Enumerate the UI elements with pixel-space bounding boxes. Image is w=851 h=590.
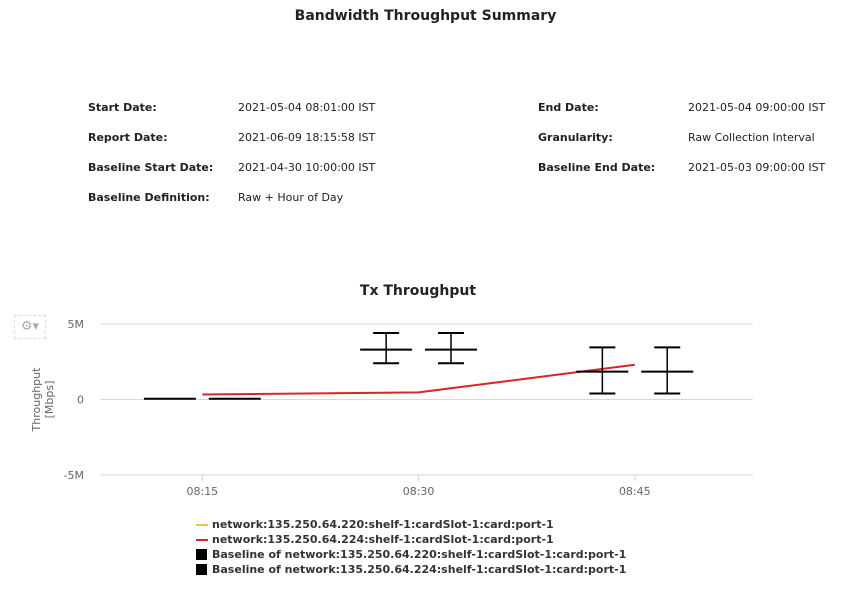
end-date-label: End Date: — [538, 101, 599, 114]
chart-options-button[interactable]: ⚙▾ — [14, 315, 46, 339]
granularity-label: Granularity: — [538, 131, 613, 144]
chart-title: Tx Throughput — [359, 283, 477, 299]
legend-item[interactable]: Baseline of network:135.250.64.224:shelf… — [196, 562, 626, 577]
legend-label: Baseline of network:135.250.64.220:shelf… — [212, 548, 627, 561]
start-date-value: 2021-05-04 08:01:00 IST — [238, 101, 376, 114]
x-tick-label: 08:30 — [403, 485, 435, 498]
legend-item[interactable]: network:135.250.64.224:shelf-1:cardSlot-… — [196, 532, 626, 547]
legend-item[interactable]: Baseline of network:135.250.64.220:shelf… — [196, 547, 626, 562]
report-title: Bandwidth Throughput Summary — [294, 8, 557, 24]
legend-label: network:135.250.64.220:shelf-1:cardSlot-… — [212, 518, 554, 531]
y-tick-label: 5M — [68, 318, 85, 331]
legend-swatch — [196, 564, 207, 575]
legend-label: network:135.250.64.224:shelf-1:cardSlot-… — [212, 533, 554, 546]
chart-plot: 5M 0 -5M 08:15 08:30 08:45 Throughput[Mbps] — [30, 318, 753, 498]
legend-swatch — [196, 523, 208, 526]
y-axis-label: Throughput[Mbps] — [30, 367, 56, 433]
chart-legend: network:135.250.64.220:shelf-1:cardSlot-… — [196, 517, 626, 577]
end-date-value: 2021-05-04 09:00:00 IST — [688, 101, 826, 114]
baseline-end-label: Baseline End Date: — [538, 161, 656, 174]
start-date-label: Start Date: — [88, 101, 157, 114]
granularity-value: Raw Collection Interval — [688, 131, 815, 144]
legend-item[interactable]: network:135.250.64.220:shelf-1:cardSlot-… — [196, 517, 626, 532]
report-date-value: 2021-06-09 18:15:58 IST — [238, 131, 376, 144]
legend-swatch — [196, 549, 207, 560]
report-date-label: Report Date: — [88, 131, 168, 144]
baseline-start-value: 2021-04-30 10:00:00 IST — [238, 161, 376, 174]
baseline-end-value: 2021-05-03 09:00:00 IST — [688, 161, 826, 174]
x-tick-label: 08:15 — [186, 485, 218, 498]
legend-label: Baseline of network:135.250.64.224:shelf… — [212, 563, 627, 576]
x-tick-label: 08:45 — [619, 485, 651, 498]
series-line — [202, 363, 635, 396]
gear-icon: ⚙▾ — [20, 319, 40, 334]
baseline-definition-value: Raw + Hour of Day — [238, 191, 344, 204]
baseline-definition-label: Baseline Definition: — [88, 191, 210, 204]
baseline-start-label: Baseline Start Date: — [88, 161, 214, 174]
legend-swatch — [196, 538, 208, 541]
y-tick-label: -5M — [64, 469, 84, 482]
y-tick-label: 0 — [77, 394, 84, 407]
